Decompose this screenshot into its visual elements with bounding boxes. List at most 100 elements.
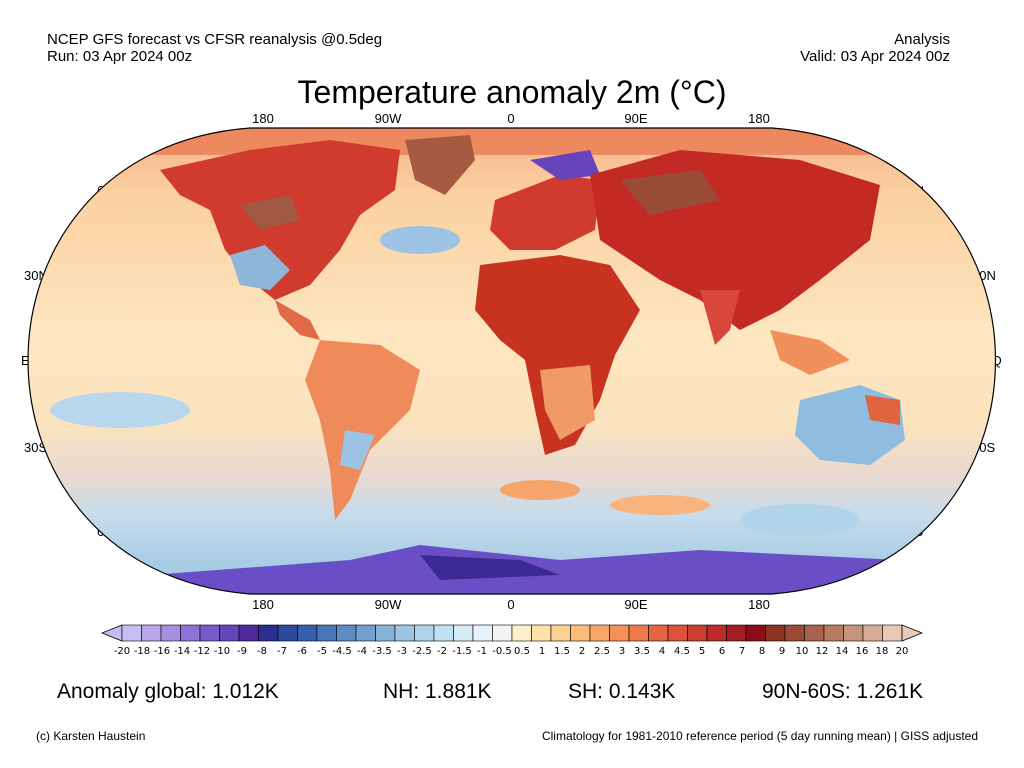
colorbar-max-arrow (901, 624, 924, 642)
colorbar-swatch (784, 624, 805, 642)
colorbar-swatch (336, 624, 357, 642)
lon-label-bottom-90e: 90E (624, 597, 648, 612)
colorbar-swatch (765, 624, 786, 642)
canada-hot-region (240, 195, 300, 230)
colorbar-swatch (219, 624, 240, 642)
colorbar-tick-label: 9 (779, 646, 785, 657)
run-time: Run: 03 Apr 2024 00z (47, 48, 193, 65)
colorbar-tick-label: -20 (114, 646, 130, 657)
india (700, 290, 740, 345)
colorbar-tick-label: 4.5 (674, 646, 690, 657)
colorbar-swatch (277, 624, 298, 642)
colorbar-swatch (843, 624, 864, 642)
colorbar-tick-label: 1.5 (554, 646, 570, 657)
maritime-continent (770, 330, 850, 375)
map-title: Temperature anomaly 2m (°C) (297, 74, 727, 110)
colorbar-swatch (453, 624, 474, 642)
colorbar-tick-label: 4 (659, 646, 665, 657)
colorbar-swatch (726, 624, 747, 642)
colorbar-tick-label: -12 (194, 646, 210, 657)
greenland (405, 135, 475, 195)
ocean-background (28, 128, 996, 594)
colorbar-swatch (804, 624, 825, 642)
lon-label-bottom-0: 0 (507, 597, 515, 612)
colorbar-swatch (531, 624, 552, 642)
us-cool-region (230, 245, 290, 290)
colorbar-tick-label: -3 (397, 646, 407, 657)
colorbar-tick-label: -7 (277, 646, 287, 657)
colorbar-tick-label: 1 (539, 646, 545, 657)
colorbar-tick-label: -8 (257, 646, 267, 657)
colorbar-swatch (745, 624, 766, 642)
colorbar-tick-label: 6 (719, 646, 725, 657)
antarctica-cold-core (420, 555, 560, 580)
colorbar-tick-label: -2 (437, 646, 447, 657)
colorbar-swatch (492, 624, 513, 642)
anomaly-sh: SH: 0.143K (568, 680, 676, 703)
colorbar-swatch (433, 624, 454, 642)
colorbar-swatch (823, 624, 844, 642)
colorbar-tick-label: -1.5 (452, 646, 472, 657)
model-description: NCEP GFS forecast vs CFSR reanalysis @0.… (47, 31, 383, 48)
climatology-note: Climatology for 1981-2010 reference peri… (541, 729, 978, 743)
temperature-anomaly-map (27, 127, 997, 595)
antarctica (28, 545, 996, 594)
colorbar-swatch (316, 624, 337, 642)
colorbar-swatch (882, 624, 903, 642)
colorbar-tick-label: 5 (699, 646, 705, 657)
colorbar-swatch (648, 624, 669, 642)
lat-label-left-30s: 30S (24, 440, 48, 455)
lon-label-bottom-180e: 180 (748, 597, 770, 612)
map-outline (27, 127, 997, 595)
colorbar-swatch (687, 624, 708, 642)
cool-patch-southern-ocean (740, 504, 860, 536)
colorbar-tick-label: 20 (896, 646, 909, 657)
northeast-australia-warm (865, 395, 900, 425)
arctic-warm-band (28, 128, 996, 155)
colorbar-tick-label: 18 (876, 646, 889, 657)
colorbar-tick-label: 2.5 (594, 646, 610, 657)
colorbar: -20 -18 -16 -14 -12 -10 -9 -8 -7 -6 -5 -4.5 -4 -3.5 -3… (100, 624, 924, 657)
colorbar-tick-label: 10 (796, 646, 809, 657)
colorbar-swatch (394, 624, 415, 642)
cool-patch-south-pacific (50, 392, 190, 428)
colorbar-tick-label: 7 (739, 646, 745, 657)
colorbar-tick-label: -6 (297, 646, 307, 657)
colorbar-swatch (180, 624, 201, 642)
south-america-cool-region (340, 430, 375, 470)
anomaly-nh: NH: 1.881K (383, 680, 492, 703)
warm-patch-south-atlantic (500, 480, 580, 500)
colorbar-tick-label: -5 (317, 646, 327, 657)
colorbar-swatch (609, 624, 630, 642)
colorbar-tick-label: 16 (856, 646, 869, 657)
siberia-hot-region (620, 170, 720, 215)
colorbar-swatch (375, 624, 396, 642)
europe (490, 175, 600, 250)
colorbar-swatch (414, 624, 435, 642)
colorbar-tick-label: -2.5 (412, 646, 432, 657)
colorbar-tick-label: 3 (619, 646, 625, 657)
colorbar-swatch (238, 624, 259, 642)
anomaly-90n-60s: 90N-60S: 1.261K (762, 680, 924, 703)
colorbar-swatch (297, 624, 318, 642)
colorbar-min-arrow (100, 624, 123, 642)
colorbar-tick-label: 14 (836, 646, 849, 657)
colorbar-tick-label: -3.5 (372, 646, 392, 657)
colorbar-swatch (628, 624, 649, 642)
colorbar-tick-label: -4 (357, 646, 367, 657)
colorbar-tick-label: -14 (174, 646, 190, 657)
colorbar-tick-label: -1 (477, 646, 487, 657)
colorbar-tick-label: 3.5 (634, 646, 650, 657)
colorbar-swatch (550, 624, 571, 642)
colorbar-swatch (199, 624, 220, 642)
colorbar-tick-label: 2 (579, 646, 585, 657)
colorbar-tick-label: -18 (134, 646, 150, 657)
warm-patch-indian-ocean (610, 495, 710, 515)
colorbar-swatch (160, 624, 181, 642)
scandinavia-cold-region (530, 150, 600, 180)
lon-label-top-180e: 180 (748, 111, 770, 126)
colorbar-swatch (570, 624, 591, 642)
colorbar-swatch (862, 624, 883, 642)
colorbar-tick-label: -16 (154, 646, 170, 657)
lon-label-top-90w: 90W (374, 111, 402, 126)
